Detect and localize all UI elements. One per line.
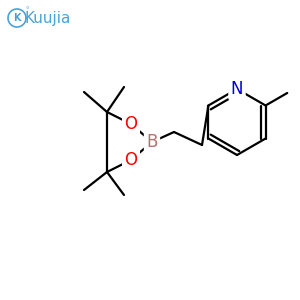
Text: Kuujia: Kuujia [25, 11, 71, 26]
Text: °: ° [25, 7, 29, 13]
Text: O: O [124, 151, 137, 169]
Text: O: O [124, 115, 137, 133]
Text: N: N [231, 80, 243, 98]
Text: B: B [146, 133, 158, 151]
Text: K: K [13, 13, 21, 23]
